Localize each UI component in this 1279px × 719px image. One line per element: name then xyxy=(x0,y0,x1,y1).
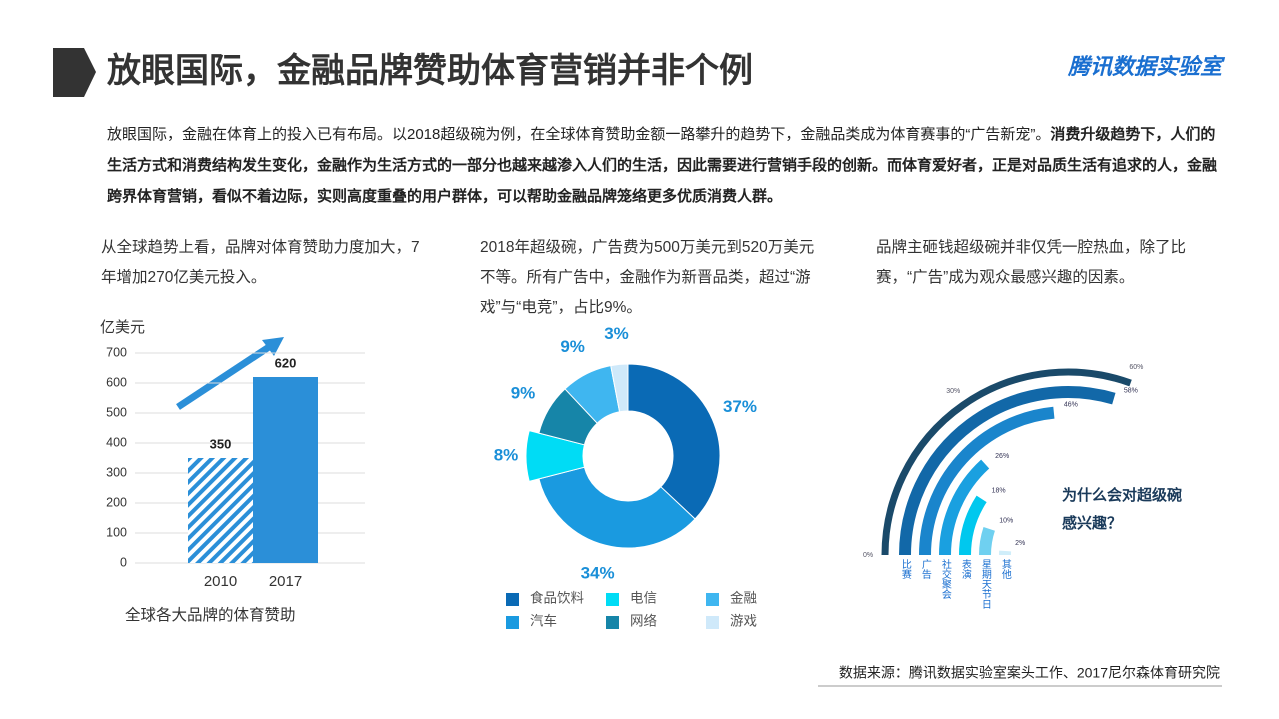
y-tick-label: 200 xyxy=(106,495,127,509)
legend-swatch xyxy=(606,593,619,606)
legend-label: 食品饮料 xyxy=(530,590,584,606)
legend-swatch xyxy=(506,593,519,606)
radial-bar xyxy=(899,386,1116,556)
donut-slice xyxy=(610,363,629,413)
y-tick-label: 0 xyxy=(120,555,127,569)
legend-label: 汽车 xyxy=(530,613,557,629)
y-axis-label: 亿美元 xyxy=(100,319,145,336)
value-label: 3% xyxy=(604,324,629,343)
bar xyxy=(253,377,318,563)
value-label: 8% xyxy=(494,445,519,464)
value-label: 9% xyxy=(560,337,585,356)
trend-arrow-head xyxy=(262,337,284,356)
category-label: 其他 xyxy=(999,559,1011,580)
donut-slice xyxy=(538,466,696,549)
y-tick-label: 500 xyxy=(106,405,127,419)
y-tick-label: 400 xyxy=(106,435,127,449)
caption: 从全球趋势上看，品牌对体育赞助力度加大，7年增加270亿美元投入。 xyxy=(101,239,420,286)
y-tick-label: 600 xyxy=(106,375,127,389)
category-label: 星期天节日 xyxy=(979,559,991,609)
bar-caption: 全球各大品牌的体育赞助 xyxy=(125,607,296,624)
value-label: 10% xyxy=(999,518,1013,525)
caption: 2018年超级碗，广告费为500万美元到520万美元不等。所有广告中，金融作为新… xyxy=(480,239,815,316)
donut-slice xyxy=(627,363,721,520)
y-tick-label: 300 xyxy=(106,465,127,479)
x-tick-label: 30% xyxy=(946,388,960,395)
brand: 腾讯数据实验室 xyxy=(1067,54,1226,79)
value-label: 2% xyxy=(1015,540,1025,547)
x-tick-label: 2010 xyxy=(204,573,237,590)
value-label: 350 xyxy=(210,436,232,451)
intro-text: 放眼国际，金融在体育上的投入已有布局。以2018超级碗为例，在全球体育赞助金额一… xyxy=(107,126,1051,143)
legend-swatch xyxy=(706,593,719,606)
page-title: 放眼国际，金融品牌赞助体育营销并非个例 xyxy=(107,51,753,90)
value-label: 34% xyxy=(581,564,615,583)
category-label: 社交聚会 xyxy=(939,558,951,600)
axis-arc xyxy=(881,368,1132,556)
value-label: 46% xyxy=(1064,402,1078,409)
radial-bar xyxy=(979,527,995,556)
trend-arrow xyxy=(176,342,274,410)
x-tick-label: 0% xyxy=(863,552,873,559)
donut-slice xyxy=(525,430,586,482)
legend-label: 网络 xyxy=(630,614,658,629)
value-label: 26% xyxy=(995,453,1009,460)
y-tick-label: 700 xyxy=(106,345,127,359)
caption: 品牌主砸钱超级碗并非仅凭一腔热血，除了比赛，“广告”成为观众最感兴趣的因素。 xyxy=(876,239,1187,286)
title-icon xyxy=(53,48,96,97)
intro: 放眼国际，金融在体育上的投入已有布局。以2018超级碗为例，在全球体育赞助金额一… xyxy=(107,119,1217,212)
category-label: 比赛 xyxy=(899,559,911,580)
source: 数据来源：腾讯数据实验室案头工作、2017尼尔森体育研究院 xyxy=(839,665,1220,681)
category-label: 表演 xyxy=(959,558,971,580)
legend-swatch xyxy=(506,616,519,629)
legend-swatch xyxy=(606,616,619,629)
radial-title: 为什么会对超级碗感兴趣？ xyxy=(1062,487,1183,532)
bar xyxy=(188,458,253,563)
value-label: 620 xyxy=(275,355,297,370)
legend-swatch xyxy=(706,616,719,629)
radial-bar xyxy=(939,459,990,556)
x-tick-label: 60% xyxy=(1129,364,1143,371)
legend-label: 游戏 xyxy=(730,614,757,629)
legend-label: 电信 xyxy=(630,591,657,606)
x-tick-label: 2017 xyxy=(269,573,302,590)
value-label: 18% xyxy=(992,488,1006,495)
category-label: 广告 xyxy=(919,559,931,580)
legend-label: 金融 xyxy=(730,591,758,606)
radial-bar xyxy=(919,406,1055,556)
intro-bold: 消费升级趋势下，人们的生活方式和消费结构发生变化，金融作为生活方式的一部分也越来… xyxy=(107,126,1218,205)
radial-bar xyxy=(959,495,987,556)
value-label: 9% xyxy=(511,383,536,402)
value-label: 58% xyxy=(1124,387,1138,394)
value-label: 37% xyxy=(723,397,757,416)
y-tick-label: 100 xyxy=(106,525,127,539)
